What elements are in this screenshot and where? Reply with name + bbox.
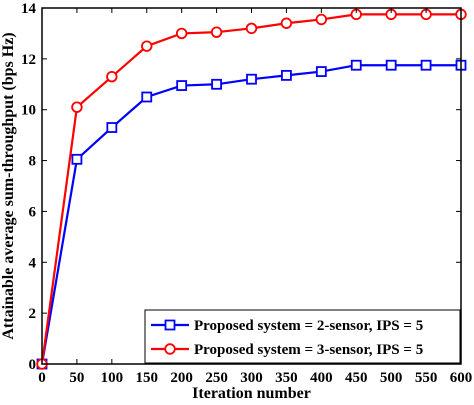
series-layer (36, 8, 467, 370)
y-tick-label: 14 (21, 1, 37, 17)
series-2 (36, 8, 467, 370)
x-axis-title: Iteration number (192, 385, 311, 402)
data-point-square (164, 319, 176, 331)
data-point-circle (315, 13, 328, 26)
data-point-square (350, 59, 362, 71)
x-tick-label: 0 (38, 370, 46, 386)
data-point-square (315, 66, 327, 77)
y-tick-label: 2 (29, 306, 37, 322)
legend-entries: Proposed system = 2-sensor, IPS = 5 Propo… (151, 318, 423, 358)
x-tick-label: 50 (69, 370, 84, 386)
data-point-square (246, 73, 257, 85)
x-tick-label: 200 (170, 370, 193, 386)
x-tick-label: 350 (275, 370, 298, 386)
x-tick-label: 250 (205, 370, 228, 386)
data-point-square (420, 59, 432, 71)
x-tick-label: 300 (240, 370, 263, 386)
series-1 (36, 59, 467, 370)
y-tick-label: 4 (29, 255, 37, 271)
data-point-square (106, 122, 118, 133)
data-point-circle (245, 22, 258, 35)
data-point-circle (164, 343, 176, 355)
data-point-circle (141, 40, 153, 52)
data-point-square (176, 80, 188, 91)
legend-label: Proposed system = 3-sensor, IPS = 5 (194, 342, 423, 358)
legend: Proposed system = 2-sensor, IPS = 5 Propo… (144, 309, 461, 364)
y-tick-label: 10 (21, 103, 36, 119)
x-tick-label: 450 (345, 370, 368, 386)
data-point-square (281, 69, 292, 81)
data-point-square (385, 59, 397, 71)
legend-box (144, 309, 461, 364)
x-tick-label: 150 (136, 370, 159, 386)
x-tick-label: 100 (101, 370, 124, 386)
legend-entry: Proposed system = 2-sensor, IPS = 5 (151, 318, 423, 334)
data-point-circle (210, 26, 223, 38)
x-tick-label: 500 (380, 370, 403, 386)
y-tick-label: 8 (29, 154, 37, 170)
legend-entry: Proposed system = 3-sensor, IPS = 5 (151, 342, 423, 358)
data-point-circle (106, 70, 118, 83)
x-tick-label: 400 (310, 370, 333, 386)
x-tick-label: 600 (450, 370, 473, 386)
data-point-circle (71, 101, 83, 113)
y-tick-label: 12 (21, 52, 36, 68)
data-point-square (71, 153, 83, 165)
y-axis-title: Attainable average sum-throughput (bps H… (0, 32, 17, 339)
data-point-square (141, 91, 153, 103)
data-point-circle (175, 27, 188, 40)
data-point-circle (280, 17, 293, 29)
ticks-layer: 0 50 100 150 200 250 300 350 400 450 500 550 600 0 2 4 6… (21, 1, 472, 386)
data-point-square (211, 78, 222, 90)
x-tick-label: 550 (415, 370, 438, 386)
y-tick-label: 0 (29, 357, 37, 373)
y-tick-label: 6 (29, 204, 37, 220)
legend-label: Proposed system = 2-sensor, IPS = 5 (194, 318, 423, 334)
